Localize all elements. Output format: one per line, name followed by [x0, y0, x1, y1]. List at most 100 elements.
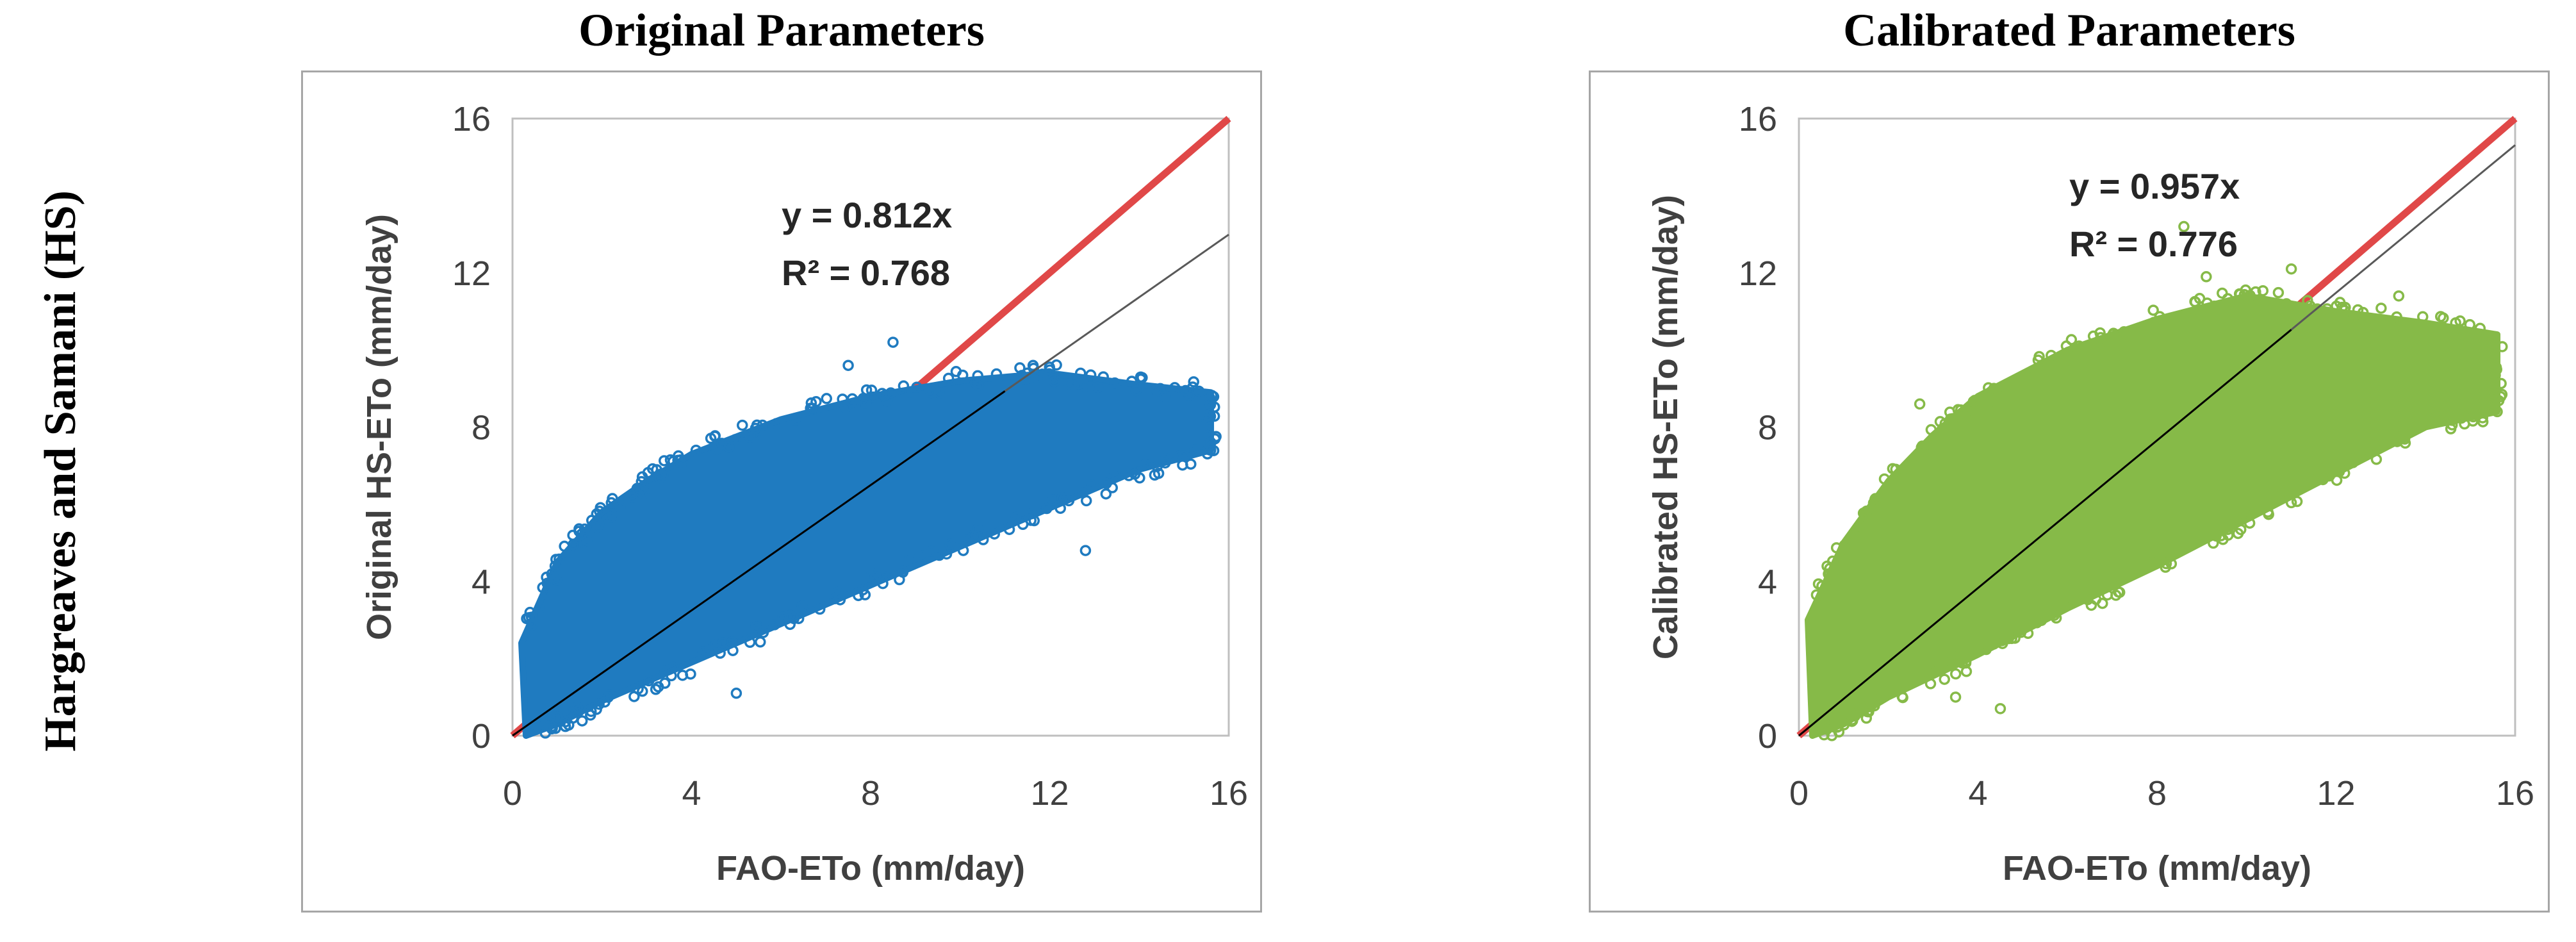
scatter-point	[2391, 311, 2402, 323]
scatter-point	[559, 540, 570, 552]
scatter-point	[2178, 220, 2190, 233]
scatter-point	[1130, 384, 1142, 397]
scatter-point	[1824, 563, 1835, 574]
scatter-point	[727, 645, 739, 656]
trendline-extension	[2290, 144, 2516, 331]
scatter-point	[1807, 621, 1818, 632]
x-tick-label: 16	[1210, 774, 1248, 813]
scatter-point	[2404, 426, 2416, 438]
scatter-point	[2310, 474, 2322, 486]
scatter-point	[1924, 678, 1937, 690]
scatter-point	[607, 493, 618, 504]
scatter-point	[2489, 332, 2500, 344]
scatter-point	[1949, 668, 1962, 680]
scatter-point	[2491, 406, 2503, 418]
scatter-point	[990, 368, 1003, 380]
scatter-point	[2179, 541, 2190, 553]
scatter-point	[581, 534, 593, 547]
scatter-point	[605, 511, 617, 523]
scatter-point	[1188, 376, 1199, 388]
scatter-point	[2033, 351, 2045, 363]
scatter-point	[2249, 504, 2261, 516]
scatter-point	[2154, 311, 2166, 322]
scatter-point	[2450, 317, 2461, 329]
scatter-point	[796, 600, 808, 612]
y-tick-label: 16	[452, 100, 491, 138]
scatter-point	[859, 589, 871, 600]
scatter-point	[1869, 700, 1880, 712]
scatter-point	[2222, 524, 2234, 535]
scatter-point	[2227, 511, 2239, 524]
scatter-point	[1985, 386, 1997, 398]
y-tick-label: 12	[452, 254, 491, 293]
scatter-point	[860, 384, 873, 396]
scatter-point	[1150, 384, 1162, 395]
scatter-point	[1863, 706, 1875, 718]
scatter-point	[754, 636, 766, 648]
trendline	[1798, 329, 2292, 737]
scatter-point	[2244, 290, 2256, 301]
scatter-point	[2063, 351, 2075, 363]
scatter-point	[730, 434, 741, 445]
x-tick-label: 16	[2496, 774, 2534, 813]
scatter-point	[2244, 517, 2256, 529]
scatter-point	[523, 612, 535, 624]
scatter-point	[1810, 589, 1823, 601]
scatter-point	[770, 418, 782, 429]
scatter-point	[535, 602, 547, 613]
scatter-point	[2261, 297, 2274, 308]
scatter-point	[1994, 703, 2006, 715]
scatter-point	[2464, 318, 2475, 331]
scatter-point	[2330, 459, 2342, 471]
scatter-point	[1169, 382, 1181, 393]
scatter-point	[1017, 518, 1029, 531]
scatter-point	[614, 502, 626, 513]
scatter-point	[2118, 326, 2130, 338]
scatter-point	[599, 696, 611, 708]
scatter-point	[1929, 434, 1940, 445]
scatter-point	[917, 550, 928, 562]
scatter-point	[675, 459, 687, 470]
scatter-point	[944, 538, 956, 550]
plot-area	[1798, 117, 2516, 737]
scatter-point	[1003, 524, 1015, 535]
scatter-point	[1179, 384, 1192, 397]
scatter-point	[1044, 361, 1055, 373]
scatter-point	[593, 518, 605, 530]
scatter-point	[1092, 381, 1104, 393]
scatter-point	[2427, 322, 2439, 334]
scatter-point	[1208, 391, 1220, 402]
scatter-point	[2491, 363, 2502, 376]
scatter-point	[2370, 454, 2383, 465]
scatter-point	[2022, 627, 2034, 640]
scatter-point	[2350, 315, 2362, 327]
scatter-point	[1925, 424, 1937, 436]
scatter-point	[1902, 462, 1914, 474]
x-tick-label: 0	[503, 774, 522, 813]
scatter-point	[1912, 449, 1923, 461]
scatter-point	[1947, 413, 1958, 425]
scatter-point	[1010, 511, 1022, 524]
scatter-point	[878, 390, 890, 402]
scatter-point	[1945, 656, 1957, 668]
scatter-point	[2477, 403, 2489, 415]
scatter-point	[1014, 362, 1026, 374]
x-tick-label: 0	[1789, 774, 1809, 813]
scatter-point	[750, 422, 762, 434]
scatter-point	[1837, 543, 1850, 555]
scatter-point	[2050, 612, 2062, 624]
scatter-point	[969, 377, 981, 388]
scatter-point	[2427, 411, 2439, 423]
x-tick-label: 12	[1030, 774, 1069, 813]
x-tick-label: 8	[861, 774, 880, 813]
scatter-point	[2215, 530, 2227, 541]
scatter-point	[2208, 537, 2219, 549]
scatter-point	[2302, 295, 2313, 306]
scatter-point	[675, 454, 687, 466]
scatter-point	[550, 554, 562, 565]
scatter-point	[2375, 302, 2387, 314]
scatter-point	[750, 621, 762, 633]
scatter-point	[2469, 330, 2481, 342]
scatter-point	[1998, 388, 2010, 400]
scatter-point	[1129, 468, 1141, 480]
